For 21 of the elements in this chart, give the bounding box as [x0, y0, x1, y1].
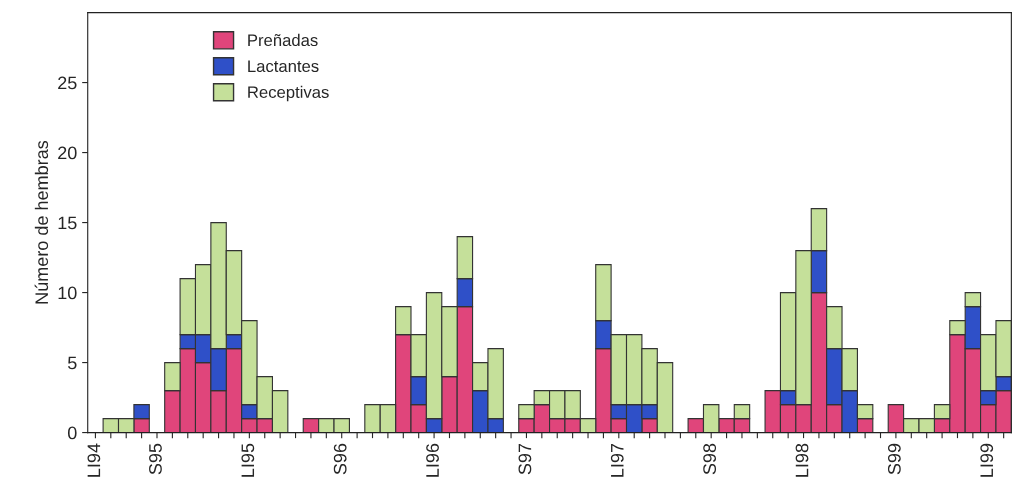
y-tick-label: 15 — [58, 216, 77, 230]
x-tick-label: S97 — [518, 443, 532, 475]
y-tick-label: 10 — [58, 286, 77, 300]
x-tick-label: LI96 — [426, 443, 439, 477]
x-tick-label: LI97 — [610, 443, 624, 477]
x-tick-label: LI99 — [980, 443, 994, 477]
y-tick-label: 20 — [58, 146, 77, 160]
x-tick-label: S96 — [333, 443, 347, 475]
x-tick-label: LI94 — [87, 443, 101, 477]
legend-label: Preñadas — [248, 33, 318, 47]
x-tick-label: S99 — [887, 443, 901, 475]
legend-label: Lactantes — [248, 60, 319, 73]
x-tick-label: LI95 — [241, 443, 255, 477]
x-tick-label: LI98 — [795, 443, 809, 477]
y-axis-title: Número de hembras — [34, 140, 49, 304]
y-tick-label: 0 — [67, 426, 77, 440]
y-tick-label: 5 — [67, 356, 77, 370]
legend-label: Receptivas — [248, 85, 329, 102]
x-tick-label: S95 — [149, 443, 162, 475]
x-tick-label: S98 — [703, 443, 717, 475]
y-tick-label: 25 — [58, 76, 77, 90]
